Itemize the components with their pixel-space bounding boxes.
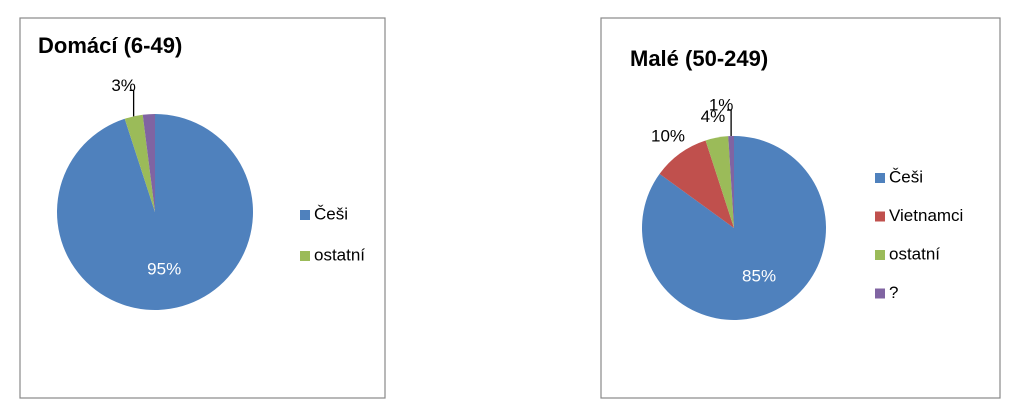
legend-swatch [300, 251, 310, 261]
leader-line [727, 109, 732, 137]
chart-title: Malé (50-249) [630, 46, 768, 71]
pie-slice [142, 114, 155, 212]
pie-slice [659, 140, 734, 228]
legend-swatch [875, 211, 885, 222]
data-label: 1% [709, 96, 734, 115]
data-label: 3% [111, 76, 136, 95]
legend-label: ostatní [314, 245, 365, 264]
legend-swatch [300, 210, 310, 220]
legend-swatch [875, 173, 885, 183]
legend-label: Vietnamci [889, 206, 963, 225]
data-label: 85% [742, 267, 776, 286]
legend-label: Češi [889, 167, 923, 186]
leader-line [129, 89, 135, 117]
legend-label: ostatní [889, 244, 940, 263]
data-label: 4% [701, 107, 726, 126]
data-label: 10% [651, 127, 685, 146]
pie-slice [728, 136, 734, 228]
data-label: 95% [147, 260, 181, 279]
pie-slice [124, 114, 155, 212]
legend-swatch [875, 250, 885, 260]
pie-slice [56, 114, 253, 310]
legend-label: Češi [314, 204, 348, 223]
pie-slice [705, 136, 734, 228]
chart-title: Domácí (6-49) [38, 33, 182, 58]
legend-label: ? [889, 283, 898, 302]
legend-swatch [875, 288, 885, 299]
